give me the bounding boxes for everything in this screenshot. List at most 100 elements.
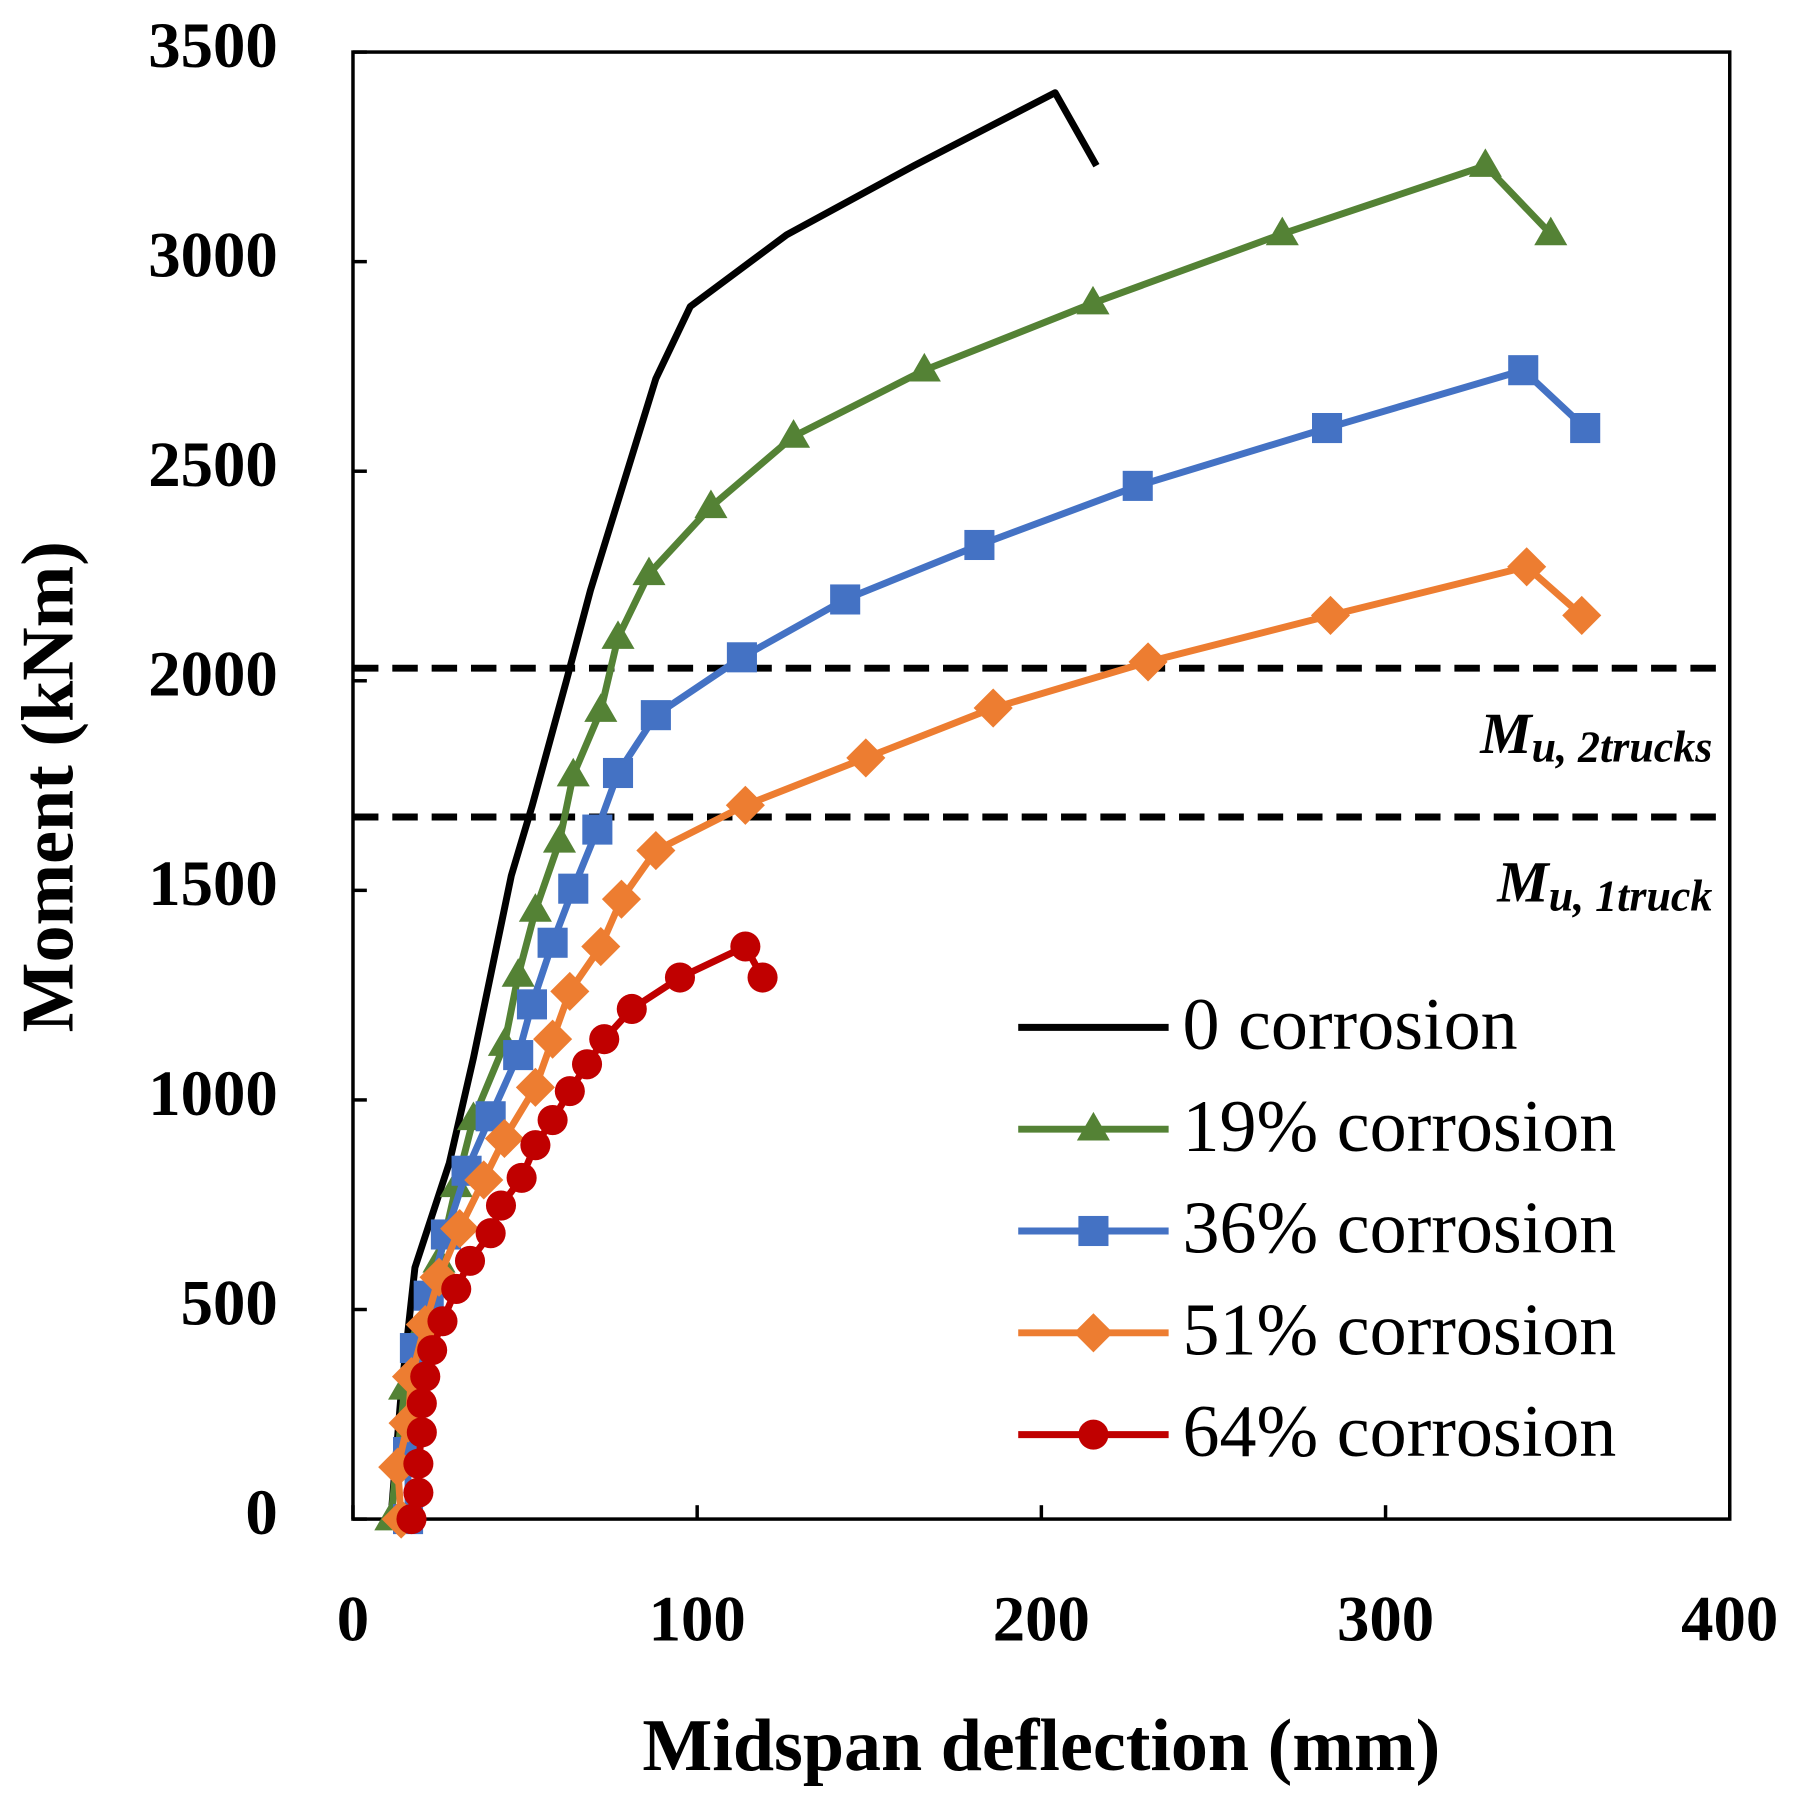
series-line xyxy=(387,89,1100,1520)
marker xyxy=(830,584,861,615)
marker xyxy=(1534,216,1568,246)
annotation-main: M xyxy=(1479,701,1534,766)
marker xyxy=(640,700,671,731)
marker xyxy=(1078,1215,1109,1247)
x-tick-label: 300 xyxy=(1337,1583,1434,1655)
marker xyxy=(485,1190,517,1221)
marker xyxy=(1078,1419,1109,1450)
marker xyxy=(506,1162,537,1193)
x-axis-label: Midspan deflection (mm) xyxy=(642,1705,1440,1787)
marker xyxy=(516,989,547,1020)
marker xyxy=(454,1245,486,1276)
marker xyxy=(571,1049,603,1080)
marker xyxy=(601,879,642,919)
marker xyxy=(601,620,635,649)
marker xyxy=(403,1477,434,1508)
marker xyxy=(1265,216,1299,246)
marker xyxy=(1507,547,1547,587)
marker xyxy=(1076,285,1110,315)
x-tick-label: 0 xyxy=(337,1583,369,1655)
y-tick-label: 1500 xyxy=(148,848,278,920)
marker xyxy=(1076,1111,1110,1141)
marker xyxy=(558,873,589,904)
marker xyxy=(419,1257,459,1297)
legend-label: 64% corrosion xyxy=(1183,1391,1617,1473)
marker xyxy=(636,830,676,871)
marker xyxy=(406,1417,437,1448)
marker xyxy=(427,1306,458,1337)
marker xyxy=(537,927,568,958)
marker xyxy=(440,1209,480,1249)
marker xyxy=(846,738,886,778)
marker xyxy=(550,971,590,1011)
y-axis-label: Moment (kNm) xyxy=(8,541,90,1032)
marker xyxy=(725,785,765,825)
marker xyxy=(602,757,634,789)
marker xyxy=(1562,595,1602,635)
x-tick-label: 200 xyxy=(993,1583,1090,1655)
annotation-sub: u, 2trucks xyxy=(1532,723,1713,772)
x-tick-label: 100 xyxy=(649,1583,746,1655)
y-tick-label: 3000 xyxy=(148,219,278,291)
y-tick-label: 1000 xyxy=(148,1058,278,1130)
marker xyxy=(726,642,757,673)
marker xyxy=(582,814,613,845)
legend-label: 51% corrosion xyxy=(1183,1289,1617,1371)
marker xyxy=(403,1448,434,1479)
marker xyxy=(475,1218,506,1249)
y-tick-label: 0 xyxy=(245,1477,277,1549)
marker xyxy=(503,1040,534,1071)
marker xyxy=(556,757,590,787)
marker xyxy=(747,962,778,993)
marker xyxy=(632,556,666,586)
marker xyxy=(410,1361,441,1392)
marker xyxy=(1468,148,1502,177)
marker xyxy=(542,824,577,853)
y-tick-label: 500 xyxy=(181,1267,278,1339)
marker xyxy=(694,489,728,519)
marker xyxy=(964,529,995,561)
marker xyxy=(1128,642,1168,682)
marker xyxy=(777,419,811,448)
annotation-main: M xyxy=(1496,850,1551,915)
marker xyxy=(584,693,618,722)
marker xyxy=(520,1130,551,1161)
legend-label: 0 corrosion xyxy=(1183,984,1518,1066)
legend-label: 36% corrosion xyxy=(1183,1188,1617,1270)
marker xyxy=(589,1024,620,1055)
marker xyxy=(1122,470,1153,501)
marker xyxy=(1310,595,1351,635)
marker xyxy=(664,962,696,993)
x-tick-label: 400 xyxy=(1681,1583,1778,1655)
marker xyxy=(616,993,647,1025)
marker xyxy=(533,1019,573,1059)
annotation-sub: u, 1truck xyxy=(1549,871,1713,920)
marker xyxy=(484,1118,524,1159)
marker xyxy=(973,688,1013,728)
marker xyxy=(406,1388,437,1419)
marker xyxy=(515,1067,555,1107)
marker xyxy=(417,1335,448,1366)
marker xyxy=(1570,412,1601,444)
marker xyxy=(907,352,941,382)
marker xyxy=(1073,1313,1113,1353)
legend-label: 19% corrosion xyxy=(1183,1086,1617,1168)
marker xyxy=(441,1273,472,1305)
y-tick-label: 3500 xyxy=(148,10,278,82)
marker xyxy=(464,1160,504,1200)
marker xyxy=(396,1504,427,1535)
marker xyxy=(730,931,761,962)
annotation: Mu, 1truck xyxy=(1496,850,1712,920)
marker xyxy=(1508,355,1539,386)
marker xyxy=(1312,412,1343,444)
annotation: Mu, 2trucks xyxy=(1479,701,1712,771)
marker xyxy=(518,893,552,922)
y-tick-label: 2000 xyxy=(148,639,278,711)
y-tick-label: 2500 xyxy=(148,429,278,501)
marker xyxy=(537,1105,568,1136)
marker xyxy=(501,958,535,987)
marker xyxy=(581,926,621,967)
marker xyxy=(554,1076,585,1107)
